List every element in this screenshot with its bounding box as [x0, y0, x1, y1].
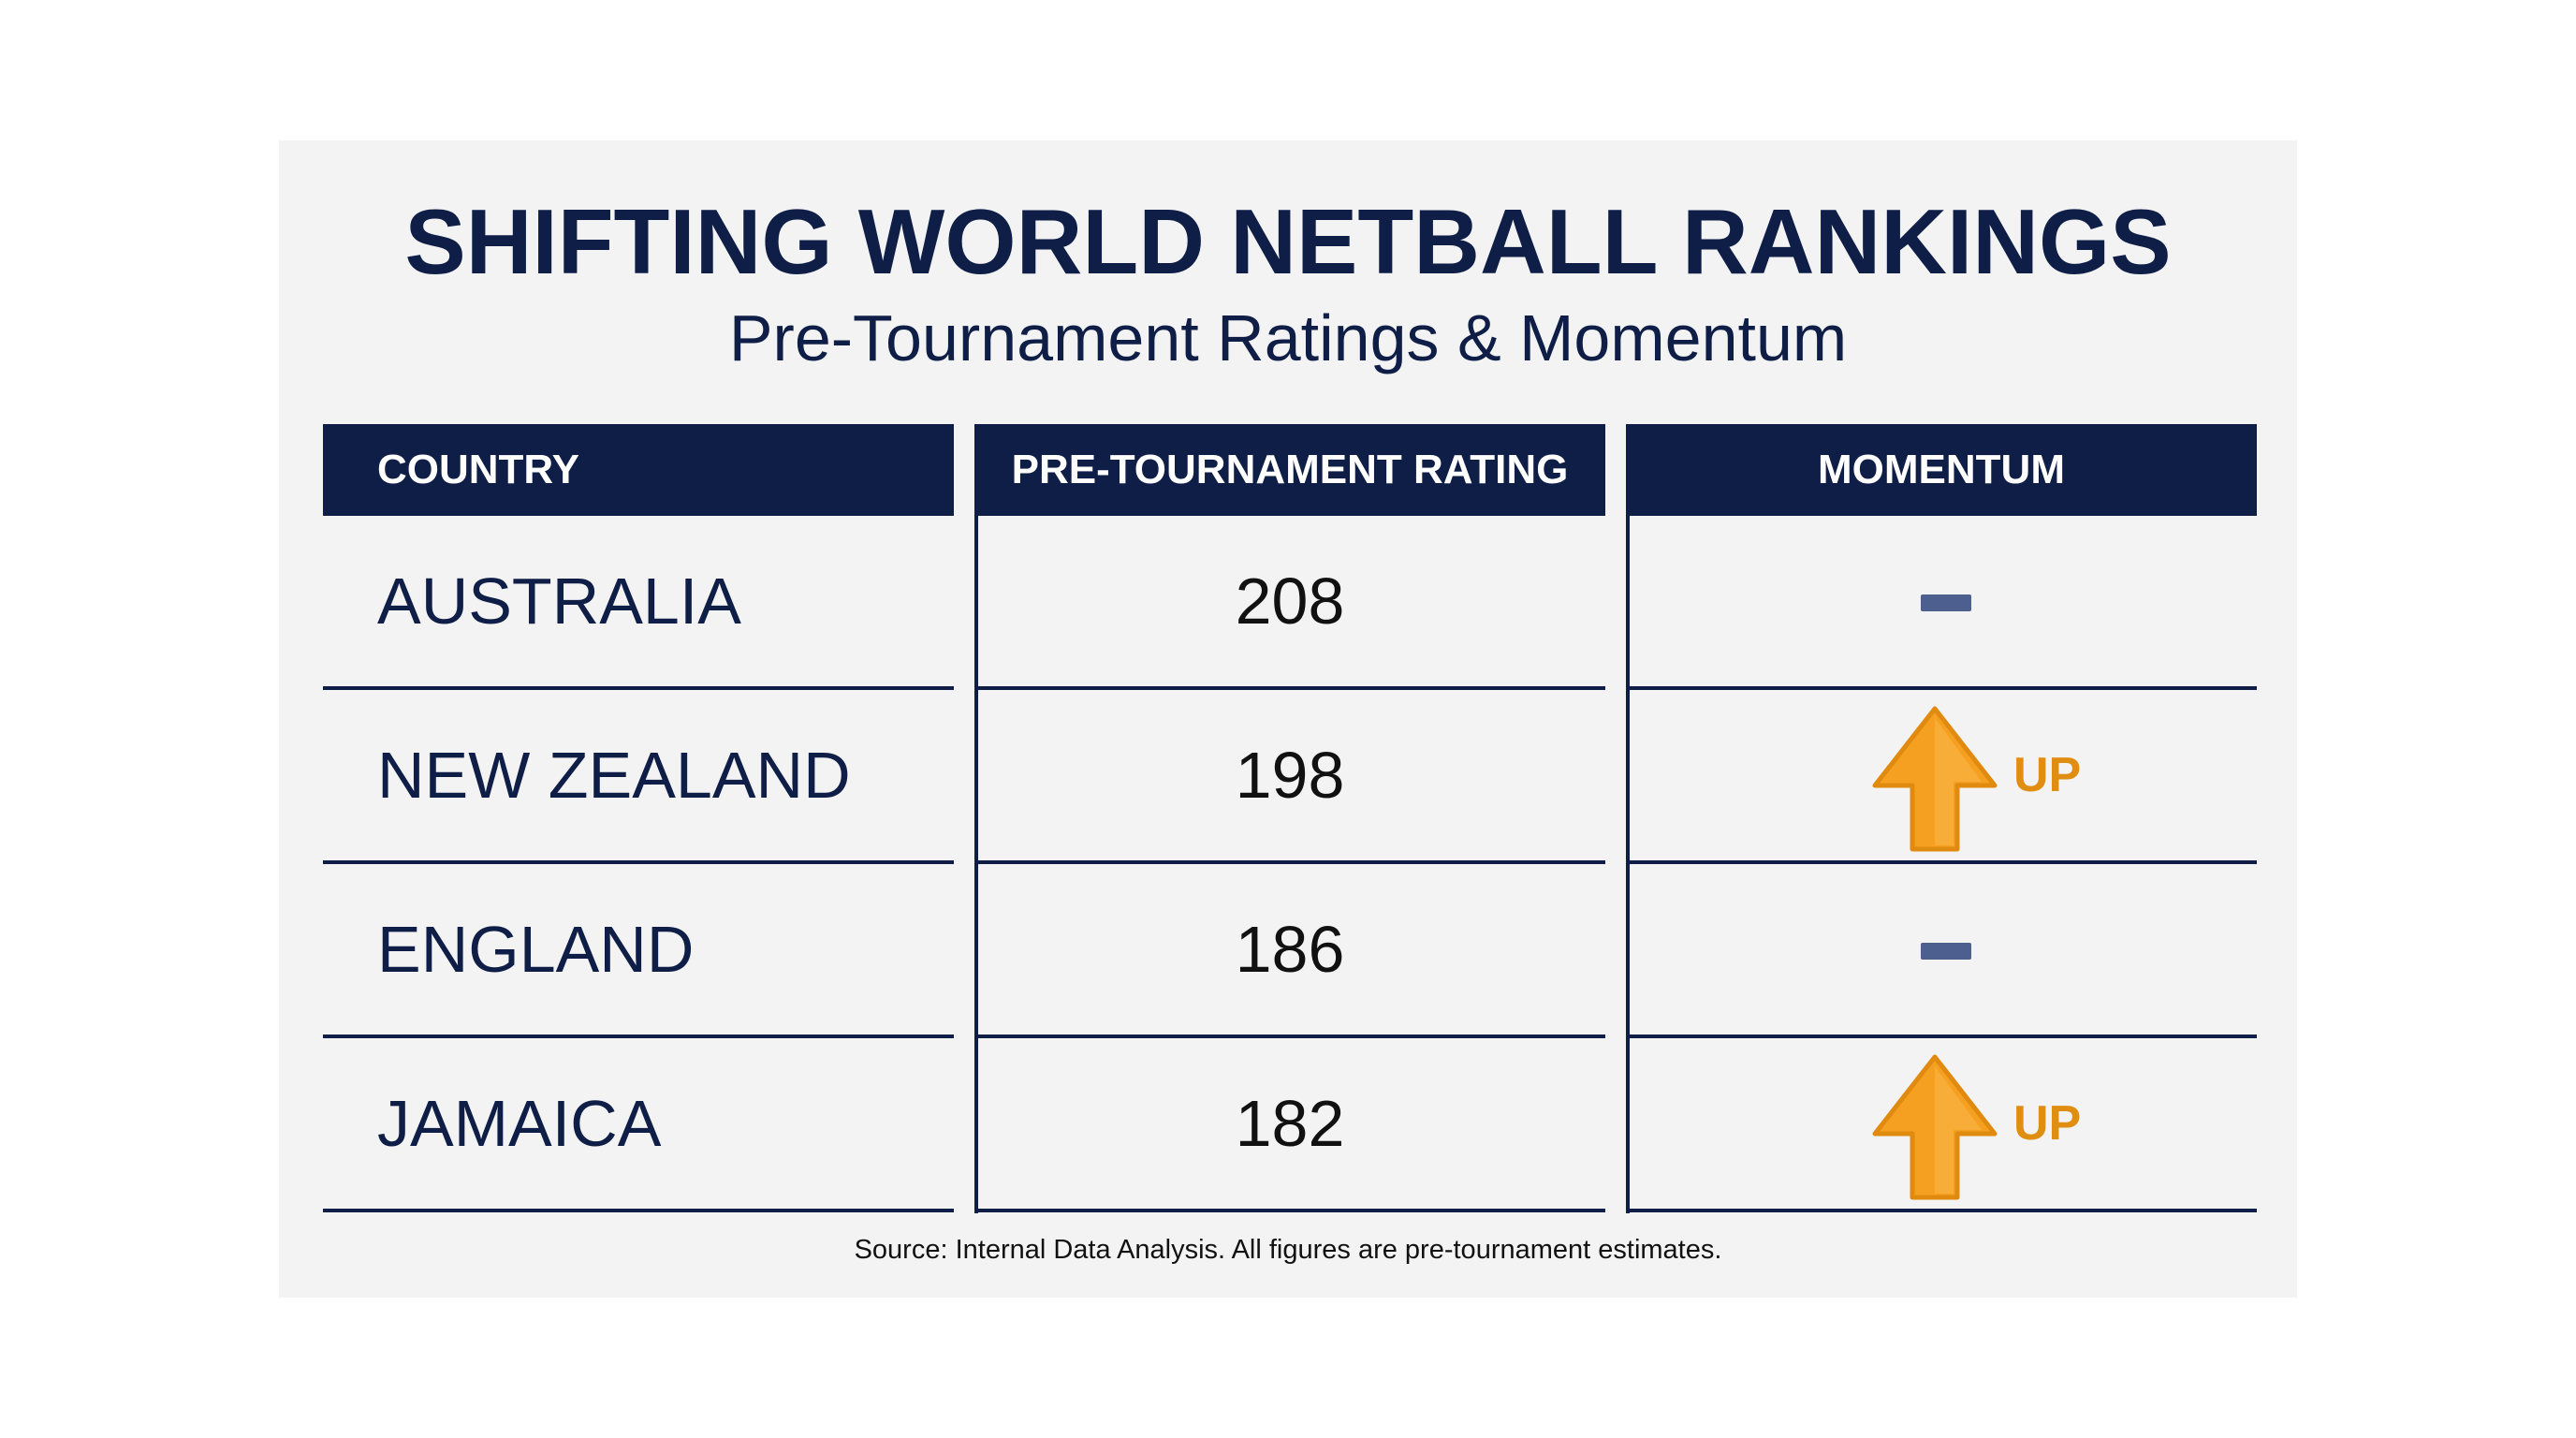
country-label: AUSTRALIA: [377, 565, 741, 638]
table-cell-momentum: UP: [1626, 690, 2257, 864]
flat-dash-icon: [1921, 594, 1971, 611]
momentum-column: MOMENTUM UP UP: [1626, 424, 2257, 1213]
momentum-up-label: UP: [2013, 1096, 2082, 1151]
table-cell-rating: 198: [974, 690, 1605, 864]
rating-value: 198: [1235, 739, 1345, 812]
country-label: JAMAICA: [377, 1087, 662, 1160]
up-arrow-icon: [1872, 706, 1998, 852]
column-header-momentum: MOMENTUM: [1626, 424, 2257, 516]
flat-dash-icon: [1921, 943, 1971, 960]
column-divider: [974, 516, 978, 1213]
country-label: ENGLAND: [377, 913, 695, 986]
column-divider: [1626, 516, 1630, 1213]
table-cell-rating: 186: [974, 864, 1605, 1038]
up-arrow-icon: [1872, 1054, 1998, 1200]
source-note: Source: Internal Data Analysis. All figu…: [854, 1235, 1722, 1265]
chart-subtitle: Pre-Tournament Ratings & Momentum: [728, 301, 1848, 374]
country-column: COUNTRY AUSTRALIA NEW ZEALAND ENGLAND JA…: [323, 424, 954, 1213]
table-cell-country: AUSTRALIA: [323, 516, 954, 690]
chart-panel: SHIFTING WORLD NETBALL RANKINGS Pre-Tour…: [279, 140, 2297, 1298]
momentum-up-label: UP: [2013, 748, 2082, 802]
rating-value: 182: [1235, 1087, 1345, 1160]
table-cell-country: NEW ZEALAND: [323, 690, 954, 864]
column-header-country: COUNTRY: [323, 424, 954, 516]
table-cell-rating: 182: [974, 1038, 1605, 1212]
table-cell-momentum: [1626, 516, 2257, 690]
table-cell-rating: 208: [974, 516, 1605, 690]
table-cell-momentum: UP: [1626, 1038, 2257, 1212]
table-cell-momentum: [1626, 864, 2257, 1038]
table-cell-country: JAMAICA: [323, 1038, 954, 1212]
column-header-rating: PRE-TOURNAMENT RATING: [974, 424, 1605, 516]
rating-value: 208: [1235, 565, 1345, 638]
chart-title: SHIFTING WORLD NETBALL RANKINGS: [404, 190, 2172, 293]
table-cell-country: ENGLAND: [323, 864, 954, 1038]
country-label: NEW ZEALAND: [377, 739, 851, 812]
rating-column: PRE-TOURNAMENT RATING 208 198 186 182: [974, 424, 1605, 1213]
rating-value: 186: [1235, 913, 1345, 986]
